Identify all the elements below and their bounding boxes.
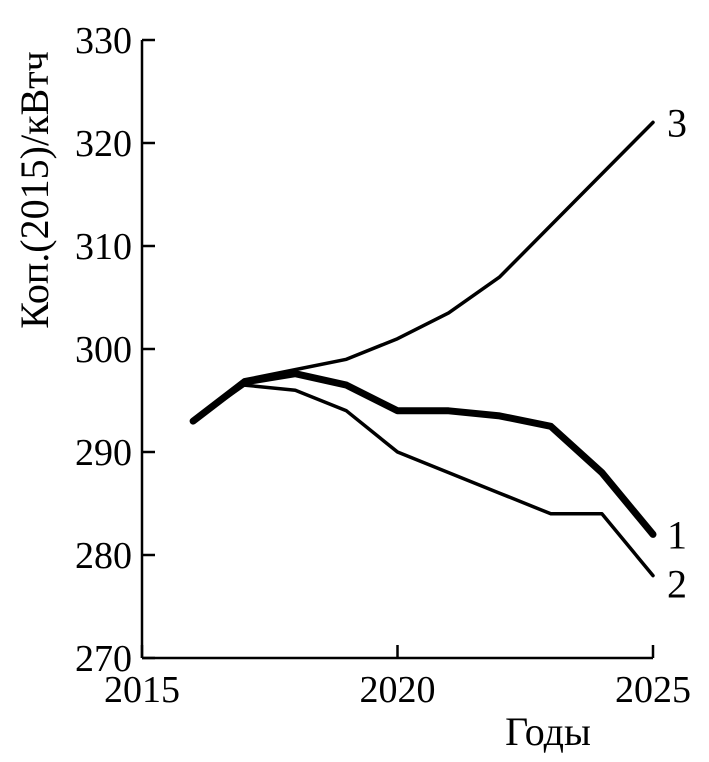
series-label-2: 2 xyxy=(667,562,687,607)
series-line-2 xyxy=(191,383,655,578)
x-tick-label: 2020 xyxy=(360,669,436,711)
y-tick-label: 300 xyxy=(75,329,132,371)
x-axis-label: Годы xyxy=(505,709,591,754)
series-line-3 xyxy=(191,120,655,423)
series-labels: 1 2 3 xyxy=(667,100,687,606)
y-tick-label: 280 xyxy=(75,535,132,577)
y-tick-label: 290 xyxy=(75,432,132,474)
axes xyxy=(140,40,653,660)
x-tick-label: 2025 xyxy=(615,669,691,711)
series-label-1: 1 xyxy=(667,512,687,557)
y-tick-label: 320 xyxy=(75,123,132,165)
series-label-3: 3 xyxy=(667,100,687,145)
y-tick-label: 310 xyxy=(75,226,132,268)
y-tick-label: 330 xyxy=(75,20,132,62)
series-line-1 xyxy=(189,370,657,538)
x-tick-label: 2015 xyxy=(104,669,180,711)
ticks: 270 280 290 300 310 320 330 2015 2020 2025 xyxy=(75,20,691,711)
series-lines xyxy=(189,120,657,578)
y-tick-label: 270 xyxy=(75,638,132,680)
y-axis-label: Коп.(2015)/кВтч xyxy=(12,51,57,329)
